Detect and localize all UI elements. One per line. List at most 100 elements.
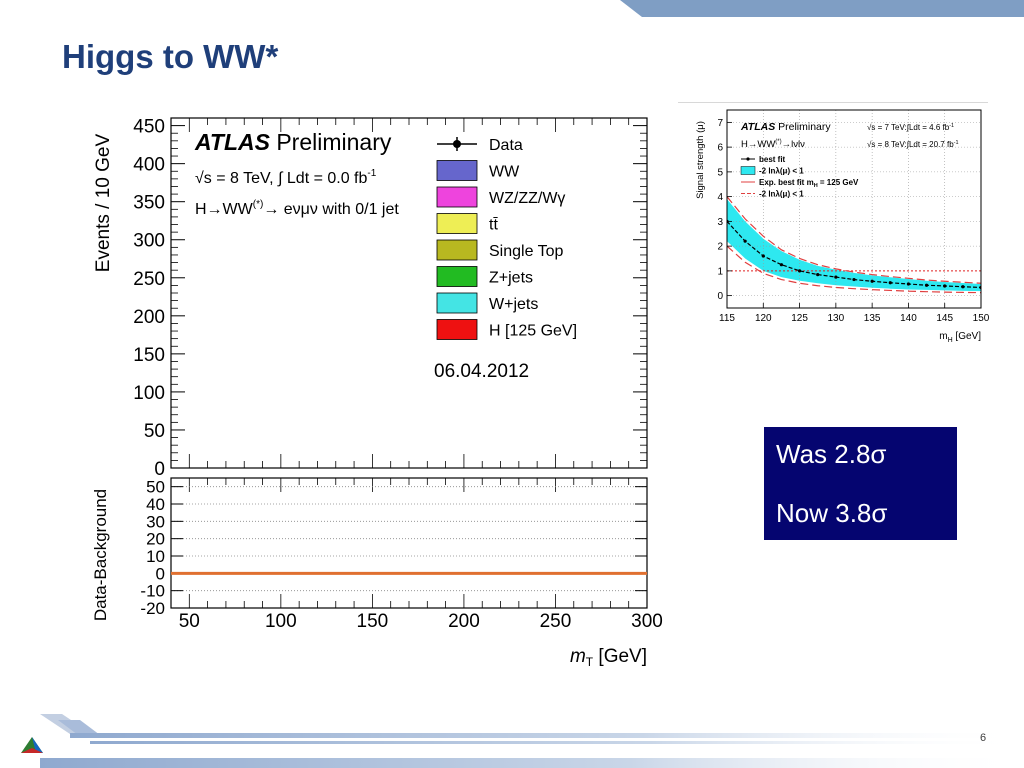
plot-frame xyxy=(726,109,982,309)
y-tick-label: 350 xyxy=(133,193,165,214)
channel-superscript: (*) xyxy=(775,139,781,145)
energy-7tev-sup: -1 xyxy=(949,123,954,129)
y-tick-label: 2 xyxy=(717,242,723,253)
energy-8tev-text: √s = 8 TeV:∫Ldt = 20.7 fb xyxy=(867,140,954,149)
legend-swatch xyxy=(436,160,478,181)
legend-best-fit-dot xyxy=(746,157,750,161)
energy-7tev-label: √s = 7 TeV:∫Ldt = 4.6 fb-1 xyxy=(867,123,954,132)
was-label: Was 2.8 xyxy=(776,439,871,469)
x-tick-label: 150 xyxy=(357,611,389,632)
signal-strength-chart: 0 1 2 3 4 5 6 7 115 120 125 130 135 140 145 150 Signal s… xyxy=(695,109,990,344)
legend-swatch xyxy=(436,239,478,261)
x-tick-label: 140 xyxy=(900,313,917,324)
expected-band-line xyxy=(727,245,981,294)
x-tick-label: 125 xyxy=(791,313,808,324)
legend-band-swatch xyxy=(740,166,756,175)
best-fit-point xyxy=(943,284,947,288)
now-label: Now 3.8 xyxy=(776,498,872,528)
best-fit-point xyxy=(924,283,929,287)
channel-label: H→WW(*)→ eνμν with 0/1 jet xyxy=(195,199,399,218)
legend-label: tt̄ xyxy=(489,217,498,234)
legend-text: Exp. best fit m xyxy=(759,178,814,187)
legend-label: WZ/ZZ/Wγ xyxy=(489,190,565,207)
y-tick-label: 450 xyxy=(133,117,165,138)
x-tick-label: 200 xyxy=(448,611,480,632)
legend-label: Exp. best fit mH = 125 GeV xyxy=(759,178,859,189)
legend-label: Single Top xyxy=(489,243,564,260)
channel-superscript: (*) xyxy=(253,199,264,210)
atlas-word: ATLAS xyxy=(194,129,271,155)
ratio-y-tick-label: -10 xyxy=(140,582,165,601)
page-number: 6 xyxy=(980,732,987,744)
x-label-m: m xyxy=(939,331,947,342)
legend-label: W+jets xyxy=(489,296,538,313)
best-fit-point xyxy=(888,281,892,285)
legend-label: WW xyxy=(489,164,520,181)
best-fit-point xyxy=(870,279,874,283)
x-tick-label: 135 xyxy=(864,313,881,324)
expected-band-line xyxy=(727,196,981,284)
y-axis-label: Signal strength (μ) xyxy=(695,121,706,199)
preliminary-word: Preliminary xyxy=(775,121,831,133)
channel-text: H→WW xyxy=(741,139,775,150)
legend-swatch xyxy=(436,266,478,287)
y-tick-label: 200 xyxy=(133,307,165,328)
x-tick-label: 250 xyxy=(540,611,572,632)
legend-label: H [125 GeV] xyxy=(489,323,577,340)
significance-box: Was 2.8σ Now 3.8σ xyxy=(764,427,957,540)
best-fit-point xyxy=(761,254,765,258)
x-axis-label: mH [GeV] xyxy=(939,331,981,344)
luminosity-label: √s = 8 TeV, ∫ Ldt = 0.0 fb-1 xyxy=(195,168,377,187)
y-tick-label: 100 xyxy=(133,383,165,404)
legend-marker-dot xyxy=(453,140,461,148)
x-label-unit: [GeV] xyxy=(593,646,647,667)
atlas-label: ATLAS Preliminary xyxy=(740,121,831,133)
y-tick-label: 400 xyxy=(133,155,165,176)
atlas-word: ATLAS xyxy=(740,121,775,133)
legend-swatch xyxy=(436,319,478,340)
x-tick-label: 115 xyxy=(719,313,735,324)
best-fit-point xyxy=(779,263,784,267)
energy-7tev-text: √s = 7 TeV:∫Ldt = 4.6 fb xyxy=(867,123,950,132)
legend-sub: H xyxy=(814,183,818,189)
sigma-symbol: σ xyxy=(870,439,887,469)
channel-text: H→WW xyxy=(195,201,254,218)
best-fit-point xyxy=(852,277,856,282)
ratio-y-tick-label: 0 xyxy=(156,564,165,583)
best-fit-point xyxy=(961,285,965,289)
legend-text: -2 lnλ(μ) < 1 xyxy=(759,190,804,199)
legend-label: best fit xyxy=(759,155,786,164)
logo-triangle-icon xyxy=(21,737,43,753)
plot-body xyxy=(727,110,981,308)
y-tick-label: 4 xyxy=(717,192,723,203)
y-axis-label: Events / 10 GeV xyxy=(93,133,114,272)
y-tick-label: 0 xyxy=(154,459,165,480)
best-fit-point xyxy=(797,269,802,273)
lumi-superscript: -1 xyxy=(367,168,376,179)
y-tick-label: 0 xyxy=(717,291,723,302)
best-fit-point xyxy=(906,282,911,286)
legend-label: -2 lnλ(μ) < 1 xyxy=(759,167,804,176)
bottom-banner xyxy=(21,714,1024,768)
best-fit-point xyxy=(743,239,747,243)
energy-8tev-label: √s = 8 TeV:∫Ldt = 20.7 fb-1 xyxy=(867,140,959,149)
x-tick-label: 100 xyxy=(265,611,297,632)
y-tick-label: 50 xyxy=(144,421,165,442)
ratio-plot-frame xyxy=(170,477,648,609)
legend-swatch xyxy=(436,213,478,234)
ratio-y-tick-label: 40 xyxy=(146,495,165,514)
best-fit-point xyxy=(816,272,820,277)
preliminary-word: Preliminary xyxy=(270,129,392,155)
legend-label: -2 lnλ(μ) < 1 xyxy=(759,190,804,199)
date-label: 06.04.2012 xyxy=(434,361,529,382)
ratio-y-tick-label: 20 xyxy=(146,530,165,549)
best-fit-point xyxy=(834,275,838,279)
y-tick-label: 150 xyxy=(133,345,165,366)
channel-suffix: → eνμν with 0/1 jet xyxy=(263,201,399,218)
now-significance: Now 3.8σ xyxy=(776,498,887,529)
x-tick-label: 150 xyxy=(973,313,990,324)
ratio-y-tick-label: 30 xyxy=(146,512,165,531)
legend-text: best fit xyxy=(759,155,786,164)
sigma-symbol: σ xyxy=(871,498,888,528)
